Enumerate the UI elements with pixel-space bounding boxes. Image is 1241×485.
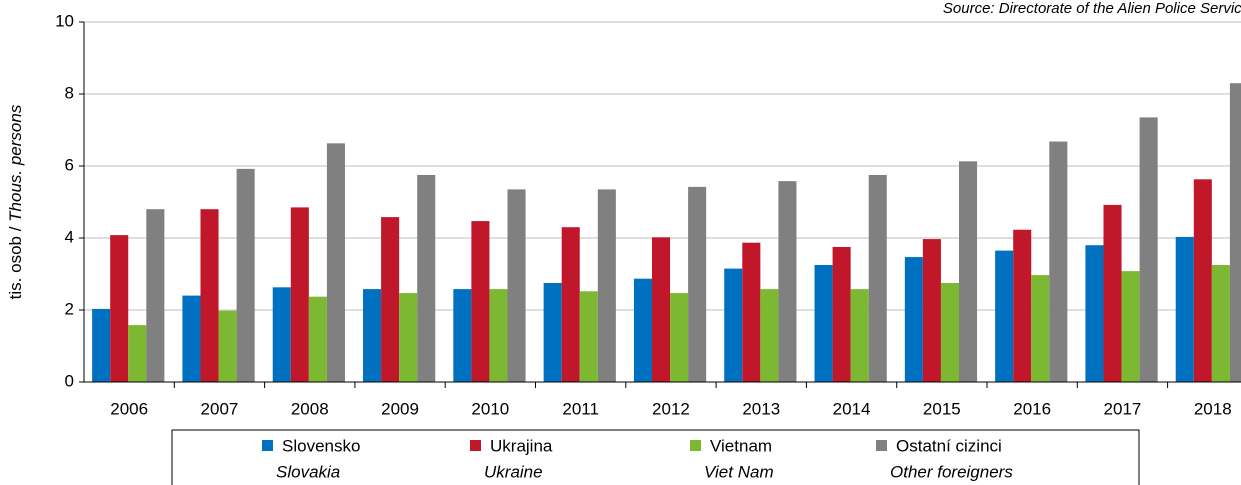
bar: [1031, 275, 1050, 382]
y-tick-label: 2: [65, 299, 74, 318]
bar: [1085, 245, 1104, 382]
bar: [543, 283, 562, 382]
y-tick-label: 10: [55, 11, 74, 30]
bar: [1013, 229, 1032, 382]
bar: [561, 227, 580, 382]
bar: [417, 175, 436, 382]
legend-swatch: [690, 440, 701, 451]
legend-swatch: [262, 440, 273, 451]
bar: [651, 237, 671, 382]
bar: [453, 289, 472, 382]
x-tick-label: 2013: [742, 399, 780, 418]
y-axis-label: tis. osob / Thous. persons: [6, 104, 25, 299]
bar: [1193, 179, 1212, 382]
bar: [128, 325, 147, 382]
source: Source: Directorate of the Alien Police …: [943, 0, 1241, 17]
bar: [363, 289, 382, 382]
bar: [326, 143, 345, 382]
x-tick-label: 2008: [291, 399, 329, 418]
x-tick-label: 2009: [381, 399, 419, 418]
bar: [922, 239, 941, 382]
bar: [308, 296, 327, 382]
bar: [471, 221, 490, 382]
legend-label-en: Ukraine: [484, 462, 543, 481]
legend-label: Ukrajina: [490, 436, 553, 455]
bar: [507, 189, 526, 382]
bar: [1121, 271, 1140, 382]
bar: [1175, 236, 1194, 382]
x-tick-label: 2014: [833, 399, 871, 418]
bar: [724, 268, 743, 382]
bar: [670, 293, 689, 382]
bar: [218, 310, 237, 382]
bar: [832, 247, 851, 382]
bar: [92, 308, 111, 382]
bar: [778, 181, 797, 382]
bar: [868, 175, 887, 382]
bar: [146, 209, 165, 382]
bar: [1139, 117, 1158, 383]
bar: [959, 161, 978, 382]
bar: [272, 287, 291, 382]
bar: [742, 242, 761, 382]
bar: [995, 250, 1014, 382]
x-tick-label: 2006: [110, 399, 148, 418]
y-tick-label: 4: [65, 227, 74, 246]
x-tick-label: 2007: [201, 399, 239, 418]
bar: [489, 289, 508, 382]
x-tick-label: 2011: [562, 399, 599, 418]
bar: [597, 189, 616, 382]
x-tick-label: 2018: [1194, 399, 1232, 418]
bar: [850, 289, 869, 382]
bar: [182, 295, 201, 382]
x-tick-label: 2016: [1013, 399, 1051, 418]
bar: [579, 291, 598, 382]
legend-label-en: Other foreigners: [890, 462, 1013, 481]
legend-swatch: [470, 440, 481, 451]
bar: [1103, 204, 1122, 382]
bar: [760, 289, 779, 382]
y-tick-label: 6: [65, 155, 74, 174]
bar: [940, 283, 960, 382]
bar: [110, 235, 129, 382]
bar: [688, 186, 707, 382]
y-tick-label: 8: [65, 83, 74, 102]
bar: [1211, 265, 1230, 382]
y-tick-label: 0: [65, 371, 74, 390]
x-tick-label: 2017: [1104, 399, 1142, 418]
bar: [1049, 141, 1068, 382]
bar: [1229, 83, 1241, 382]
legend-box: [171, 429, 1140, 485]
bar: [399, 293, 418, 382]
bar: [904, 257, 923, 382]
bar: [200, 209, 219, 382]
y-label-en: Thous. persons: [6, 104, 25, 222]
bar: [381, 217, 400, 382]
bar: [814, 265, 833, 382]
legend-label: Ostatní cizinci: [896, 436, 1002, 455]
x-tick-label: 2015: [923, 399, 961, 418]
bar: [290, 207, 309, 382]
bar: [633, 278, 652, 382]
legend-label: Vietnam: [710, 436, 772, 455]
legend-label: Slovensko: [282, 436, 360, 455]
y-label: tis. osob /: [6, 222, 25, 299]
legend-label-en: Viet Nam: [704, 462, 774, 481]
x-tick-label: 2012: [652, 399, 690, 418]
bar: [236, 168, 255, 382]
legend-swatch: [876, 440, 887, 451]
x-tick-label: 2010: [471, 399, 509, 418]
legend-label-en: Slovakia: [276, 462, 340, 481]
